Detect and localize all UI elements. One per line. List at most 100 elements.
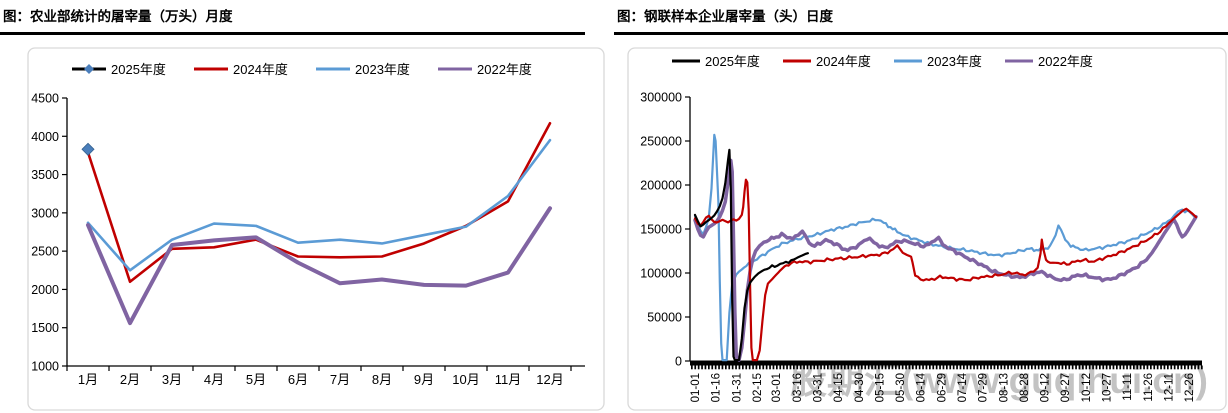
x-axis-label: 06-14 — [916, 372, 928, 402]
x-axis-label: 5月 — [246, 372, 266, 387]
x-tick — [1078, 365, 1081, 370]
x-tick — [816, 365, 819, 370]
legend-item: 2025年度 — [672, 54, 760, 69]
x-tick — [1054, 365, 1057, 370]
x-tick — [1034, 365, 1037, 370]
x-axis-label: 10-12 — [1081, 373, 1093, 402]
x-tick — [952, 365, 955, 370]
x-tick — [854, 365, 856, 370]
x-tick — [1184, 365, 1186, 370]
x-tick — [946, 365, 948, 370]
legend-label: 2023年度 — [927, 54, 982, 69]
series-line-2023年度 — [86, 138, 552, 272]
x-tick — [963, 365, 965, 370]
x-axis-label: 02-15 — [752, 373, 764, 402]
legend-label: 2022年度 — [477, 62, 532, 77]
x-tick — [1119, 365, 1122, 370]
x-tick — [1051, 365, 1054, 370]
x-tick — [935, 365, 938, 370]
x-axis-label: 03-16 — [792, 373, 804, 402]
x-axis-label: 1月 — [78, 372, 98, 387]
y-axis-label: 2000 — [31, 283, 59, 297]
x-tick — [888, 365, 890, 370]
x-tick — [912, 365, 914, 370]
x-axis-label: 12-11 — [1163, 373, 1175, 402]
x-tick — [1027, 365, 1030, 370]
x-tick — [738, 365, 741, 370]
x-axis-label: 04-30 — [854, 373, 866, 402]
legend-label: 2025年度 — [705, 54, 760, 69]
x-tick — [1024, 365, 1026, 370]
x-tick — [1133, 365, 1135, 370]
x-tick — [884, 365, 887, 370]
x-tick — [731, 365, 734, 370]
y-axis-label: 4000 — [31, 130, 59, 144]
x-axis-label: 3月 — [162, 372, 182, 387]
x-tick — [1082, 365, 1084, 370]
x-tick — [1085, 365, 1088, 370]
x-tick — [769, 365, 771, 370]
x-tick — [1092, 365, 1094, 370]
x-tick — [1061, 365, 1064, 370]
x-axis-label: 6月 — [288, 372, 308, 387]
x-tick — [820, 365, 822, 370]
series-line-2024年度 — [693, 178, 1198, 362]
panel-left: 图：农业部统计的屠宰量（万头）月度 2025年度 2024年度 2023年度 2022… — [0, 9, 605, 411]
x-tick — [782, 365, 785, 370]
x-axis-label: 01-31 — [731, 373, 743, 402]
x-tick — [1037, 365, 1040, 370]
x-tick — [718, 365, 720, 370]
x-tick — [711, 365, 714, 370]
x-axis-label: 11-26 — [1143, 373, 1155, 402]
x-tick — [895, 365, 897, 370]
x-axis-label: 06-29 — [936, 373, 948, 402]
x-tick — [949, 365, 952, 370]
x-tick — [857, 365, 860, 370]
x-tick — [1153, 365, 1156, 370]
x-tick — [725, 365, 727, 370]
x-tick — [1146, 365, 1149, 370]
x-tick — [1105, 365, 1108, 370]
x-tick — [990, 365, 992, 370]
x-axis-label: 7月 — [330, 372, 350, 387]
x-axis-label: 08-28 — [1019, 373, 1031, 402]
x-axis-label: 2月 — [120, 372, 140, 387]
y-axis-label: 200000 — [640, 179, 682, 193]
x-tick — [922, 365, 924, 370]
x-tick — [997, 365, 999, 370]
x-tick — [752, 365, 754, 370]
legend-label: 2022年度 — [1038, 54, 1093, 69]
legend-label: 2024年度 — [233, 62, 288, 77]
x-axis-label: 03-01 — [771, 373, 783, 402]
x-tick — [755, 365, 758, 370]
x-axis-label: 01-16 — [711, 373, 723, 402]
y-axis-label: 50000 — [647, 311, 682, 325]
x-tick — [1068, 365, 1071, 370]
x-tick — [1150, 365, 1152, 370]
x-tick — [932, 365, 935, 370]
x-tick — [959, 365, 962, 370]
x-tick — [1003, 365, 1006, 370]
x-tick — [701, 365, 703, 370]
y-axis-label: 150000 — [640, 223, 682, 237]
x-axis-label: 05-15 — [874, 373, 886, 402]
x-tick — [742, 365, 744, 370]
x-tick — [813, 365, 816, 370]
x-tick — [697, 365, 700, 370]
x-tick — [779, 365, 782, 370]
y-axis-label: 0 — [675, 355, 682, 369]
x-tick — [708, 365, 710, 370]
x-tick — [969, 365, 972, 370]
x-tick — [901, 365, 904, 370]
x-axis — [690, 360, 1202, 366]
x-tick — [905, 365, 907, 370]
legend-label: 2025年度 — [111, 62, 166, 77]
x-tick — [728, 365, 731, 370]
x-tick — [1088, 365, 1091, 370]
x-tick — [1058, 365, 1060, 370]
x-tick — [973, 365, 975, 370]
x-tick — [714, 365, 717, 370]
x-tick — [925, 365, 928, 370]
x-tick — [691, 365, 693, 370]
x-tick — [847, 365, 850, 370]
